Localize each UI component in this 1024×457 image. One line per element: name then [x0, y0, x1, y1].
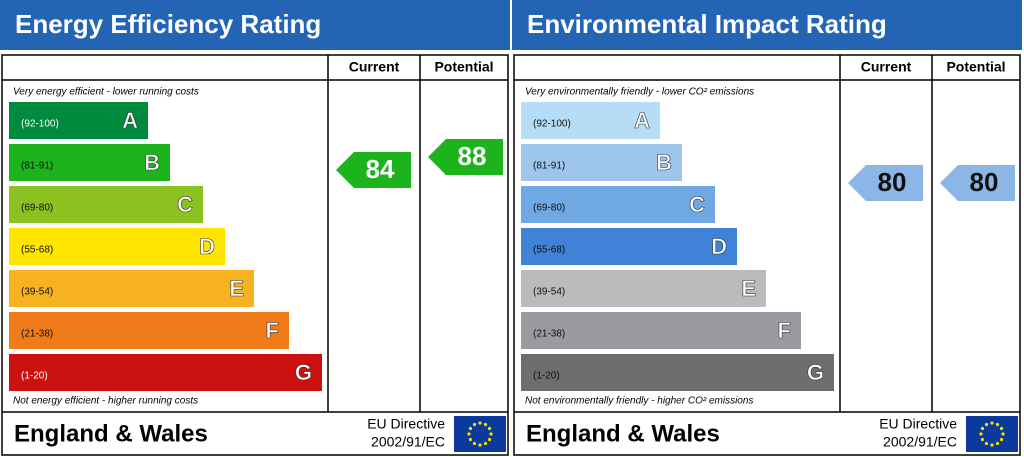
footer-region: England & Wales — [526, 420, 720, 447]
rating-band — [521, 186, 715, 223]
band-letter: C — [689, 192, 705, 217]
rating-band — [9, 270, 254, 307]
rating-band — [521, 228, 737, 265]
band-range: (55-68) — [533, 245, 565, 256]
eu-star — [980, 426, 985, 431]
rating-band — [9, 312, 289, 349]
band-range: (1-20) — [533, 371, 560, 382]
band-letter: A — [634, 108, 650, 133]
column-header: Potential — [434, 59, 493, 75]
rating-value: 84 — [366, 154, 395, 184]
band-range: (1-20) — [21, 371, 48, 382]
band-letter: B — [656, 150, 672, 175]
rating-value: 80 — [970, 167, 999, 197]
rating-band — [9, 186, 203, 223]
eu-star — [984, 422, 989, 427]
rating-band — [521, 312, 801, 349]
panel-title: Environmental Impact Rating — [527, 9, 887, 39]
eu-star — [468, 426, 473, 431]
table-border — [513, 54, 1021, 456]
rating-band — [521, 270, 766, 307]
band-range: (21-38) — [533, 329, 565, 340]
eu-flag — [966, 416, 1018, 452]
rating-arrow — [940, 165, 1015, 201]
eu-star — [984, 441, 989, 446]
band-range: (81-91) — [533, 161, 565, 172]
rating-band — [9, 102, 148, 139]
column-header: Potential — [946, 59, 1005, 75]
header-bar — [0, 0, 510, 50]
eu-star — [979, 432, 983, 436]
rating-band — [521, 144, 682, 181]
top-note: Very energy efficient - lower running co… — [13, 87, 199, 98]
band-letter: G — [295, 360, 312, 385]
table-border — [1, 54, 509, 456]
eu-star — [483, 441, 488, 446]
band-range: (39-54) — [21, 287, 53, 298]
band-range: (69-80) — [21, 203, 53, 214]
rating-band — [521, 354, 834, 391]
top-note: Very environmentally friendly - lower CO… — [525, 87, 754, 98]
eu-star — [999, 426, 1004, 431]
rating-band — [9, 144, 170, 181]
bottom-note: Not environmentally friendly - higher CO… — [525, 396, 753, 407]
directive-line: 2002/91/EC — [371, 434, 445, 450]
band-range: (39-54) — [533, 287, 565, 298]
eu-star — [487, 437, 492, 442]
band-letter: E — [741, 276, 756, 301]
directive-line: 2002/91/EC — [883, 434, 957, 450]
rating-arrow — [428, 139, 503, 175]
eu-flag — [454, 416, 506, 452]
header-bar — [512, 0, 1022, 50]
band-letter: E — [229, 276, 244, 301]
eu-star — [489, 432, 493, 436]
band-range: (81-91) — [21, 161, 53, 172]
band-letter: A — [122, 108, 138, 133]
directive-line: EU Directive — [879, 416, 957, 432]
eu-star — [478, 421, 482, 425]
eu-star — [995, 441, 1000, 446]
band-range: (92-100) — [21, 119, 59, 130]
eu-star — [980, 437, 985, 442]
band-letter: F — [778, 318, 791, 343]
band-range: (69-80) — [533, 203, 565, 214]
directive-line: EU Directive — [367, 416, 445, 432]
rating-value: 80 — [878, 167, 907, 197]
column-header: Current — [861, 59, 912, 75]
rating-band — [9, 228, 225, 265]
rating-arrow — [848, 165, 923, 201]
eu-star — [990, 443, 994, 447]
band-range: (92-100) — [533, 119, 571, 130]
rating-band — [9, 354, 322, 391]
band-letter: D — [711, 234, 727, 259]
eu-star — [487, 426, 492, 431]
bottom-note: Not energy efficient - higher running co… — [13, 396, 198, 407]
eu-star — [468, 437, 473, 442]
footer-region: England & Wales — [14, 420, 208, 447]
band-range: (21-38) — [21, 329, 53, 340]
band-letter: G — [807, 360, 824, 385]
band-letter: D — [199, 234, 215, 259]
rating-value: 88 — [458, 141, 487, 171]
eu-star — [472, 422, 477, 427]
eu-star — [483, 422, 488, 427]
panel-title: Energy Efficiency Rating — [15, 9, 321, 39]
eu-star — [472, 441, 477, 446]
eu-star — [995, 422, 1000, 427]
band-letter: B — [144, 150, 160, 175]
column-header: Current — [349, 59, 400, 75]
band-letter: C — [177, 192, 193, 217]
band-letter: F — [266, 318, 279, 343]
eu-star — [1001, 432, 1005, 436]
eu-star — [467, 432, 471, 436]
eu-star — [990, 421, 994, 425]
eu-star — [478, 443, 482, 447]
eu-star — [999, 437, 1004, 442]
band-range: (55-68) — [21, 245, 53, 256]
rating-arrow — [336, 152, 411, 188]
rating-band — [521, 102, 660, 139]
